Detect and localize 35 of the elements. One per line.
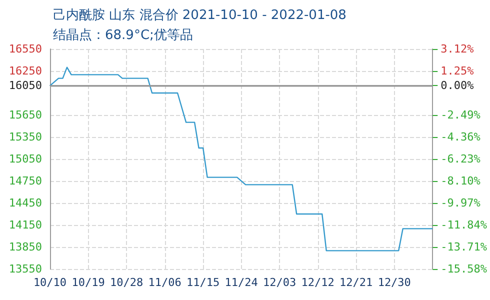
y-tick-label: 15350 bbox=[8, 130, 42, 144]
y2-tick-label: 3.12% bbox=[440, 42, 474, 56]
x-tick-label: 11/24 bbox=[224, 276, 258, 289]
y2-tick-label: -15.58% bbox=[440, 262, 488, 276]
chart-title: 己内酰胺 山东 混合价 2021-10-10 - 2022-01-08 bbox=[53, 8, 346, 23]
x-tick-label: 11/06 bbox=[148, 276, 182, 289]
y-tick-label: 14750 bbox=[8, 174, 42, 188]
y-tick-label: 16050 bbox=[8, 79, 42, 92]
x-tick-label: 10/10 bbox=[33, 276, 67, 289]
y2-tick-label: 1.25% bbox=[440, 64, 474, 78]
y2-tick-label: -9.97% bbox=[440, 196, 481, 210]
y2-tick-label: -2.49% bbox=[440, 108, 481, 122]
y2-tick-label: -6.23% bbox=[440, 152, 481, 166]
chart-subtitle: 结晶点：68.9°C;优等品 bbox=[53, 28, 193, 43]
line-series bbox=[49, 66, 434, 252]
x-tick-label: 12/30 bbox=[378, 276, 411, 289]
x-tick-label: 10/19 bbox=[72, 276, 105, 289]
y-tick-label: 15650 bbox=[8, 108, 42, 122]
y-tick-label: 15050 bbox=[8, 152, 42, 166]
x-tick-label: 12/12 bbox=[301, 276, 334, 289]
y2-tick-label: 0.00% bbox=[440, 79, 474, 92]
x-tick-label: 11/15 bbox=[186, 276, 220, 289]
x-tick-label: 12/21 bbox=[340, 276, 373, 289]
y-tick-label: 14450 bbox=[8, 196, 42, 210]
y2-tick-label: -11.84% bbox=[440, 218, 488, 232]
y-tick-label: 13550 bbox=[8, 262, 42, 276]
y2-tick-label: -4.36% bbox=[440, 130, 481, 144]
x-tick-label: 12/03 bbox=[263, 276, 296, 289]
y2-tick-label: -13.71% bbox=[440, 240, 488, 254]
y-tick-label: 13850 bbox=[8, 240, 42, 254]
y-tick-label: 16550 bbox=[8, 42, 42, 56]
x-tick-label: 10/28 bbox=[110, 276, 144, 289]
y-tick-label: 16250 bbox=[8, 64, 42, 78]
y2-tick-label: -8.10% bbox=[440, 174, 481, 188]
y-tick-label: 14150 bbox=[8, 218, 42, 232]
